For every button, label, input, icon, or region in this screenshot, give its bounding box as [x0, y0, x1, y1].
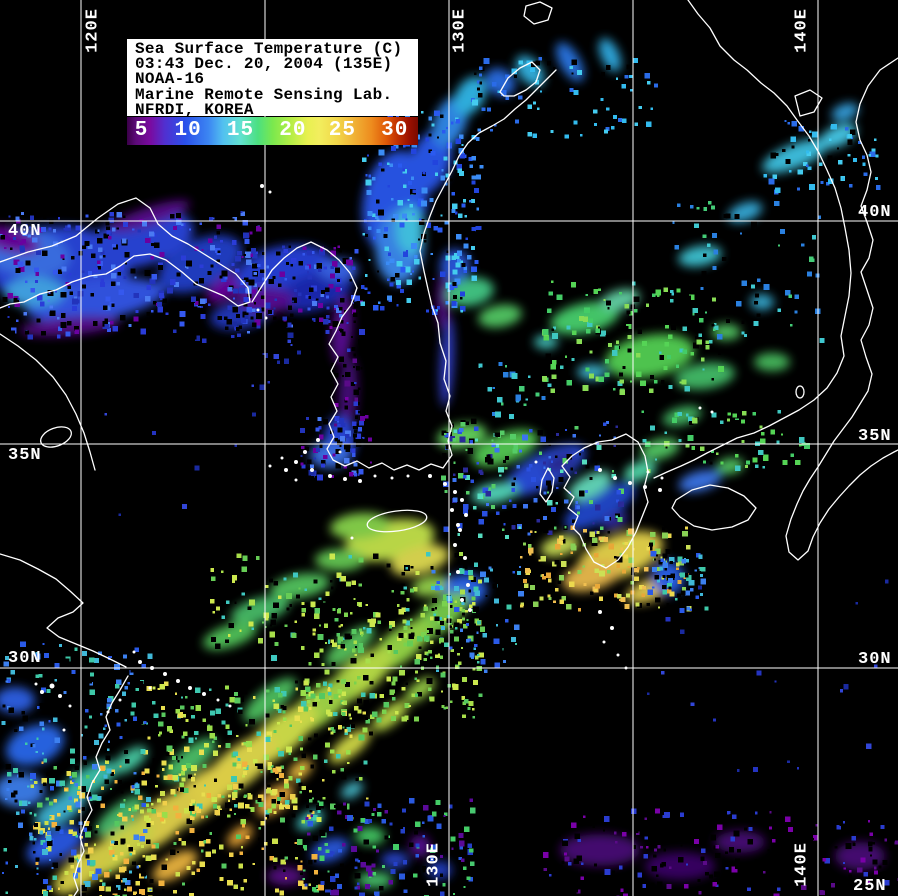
grid-label-35n-left: 35N [8, 446, 42, 465]
sst-temperature-fields [0, 38, 885, 895]
grid-label-140e-bottom: 140E [792, 842, 812, 887]
grid-label-130e-bottom: 130E [424, 842, 444, 887]
colorbar-tick-25: 25 [328, 119, 356, 142]
title-line-lab: Marine Remote Sensing Lab. [135, 85, 393, 104]
grid-label-35n-right: 35N [858, 427, 892, 446]
grid-label-120e-top: 120E [83, 8, 103, 53]
grid-label-25n-right: 25N [853, 877, 887, 896]
colorbar-tick-20: 20 [279, 119, 307, 142]
title-box: Sea Surface Temperature (C) 03:43 Dec. 2… [127, 39, 418, 119]
sst-speckle-noise [0, 56, 898, 896]
title-line-product: Sea Surface Temperature (C) [135, 40, 403, 58]
grid-label-30n-right: 30N [858, 650, 892, 669]
title-line-satellite: NOAA-16 [135, 70, 205, 89]
grid-label-140e-top: 140E [792, 8, 812, 53]
colorbar-tick-15: 15 [226, 119, 255, 142]
colorbar-tick-30: 30 [381, 119, 409, 142]
grid-label-30n-left: 30N [8, 649, 42, 668]
grid-label-40n-right: 40N [858, 203, 892, 222]
title-line-datetime: 03:43 Dec. 20, 2004 (135E) [135, 55, 393, 74]
grid-label-130e-top: 130E [450, 8, 470, 53]
grid-label-40n-left: 40N [8, 222, 42, 241]
colorbar-tick-5: 5 [134, 119, 149, 142]
temperature-colorbar: 5 10 15 20 25 30 [127, 117, 418, 145]
title-line-agency: NFRDI, KOREA [135, 100, 254, 119]
colorbar-tick-10: 10 [174, 119, 202, 142]
